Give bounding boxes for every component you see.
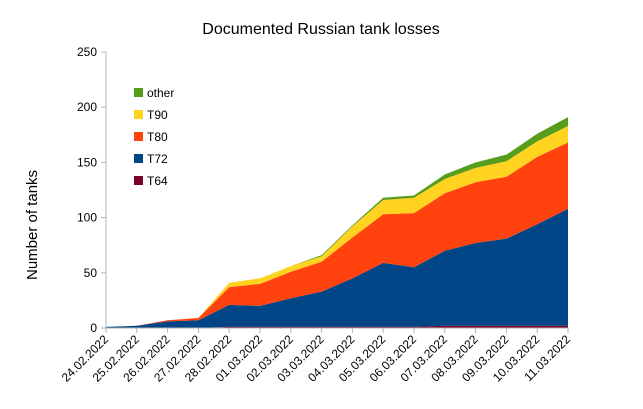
y-tick-label: 250	[77, 45, 97, 59]
x-axis-ticks: 24.02.202225.02.202226.02.202227.02.2022…	[59, 328, 573, 385]
y-tick-label: 200	[77, 100, 97, 114]
y-tick-label: 100	[77, 211, 97, 225]
chart-title: Documented Russian tank losses	[202, 21, 439, 38]
legend-swatch-t80	[134, 132, 143, 141]
legend-swatch-t72	[134, 154, 143, 163]
y-tick-label: 150	[77, 155, 97, 169]
area-t90	[106, 125, 568, 327]
y-axis-label: Number of tanks	[24, 170, 41, 280]
area-t64	[106, 325, 568, 328]
legend-swatch-t64	[134, 176, 143, 185]
y-tick-label: 0	[90, 321, 97, 335]
legend: other T90 T80 T72 T64	[134, 86, 174, 188]
legend-swatch-other	[134, 88, 143, 97]
legend-label-t90: T90	[147, 108, 168, 122]
area-t80	[106, 142, 568, 327]
stacked-areas	[106, 117, 568, 328]
legend-label-t80: T80	[147, 130, 168, 144]
area-t72	[106, 208, 568, 328]
y-tick-label: 50	[84, 266, 98, 280]
legend-label-t72: T72	[147, 152, 168, 166]
legend-swatch-t90	[134, 110, 143, 119]
legend-label-t64: T64	[147, 174, 168, 188]
legend-label-other: other	[147, 86, 174, 100]
y-axis-ticks: 0 50 100 150 200 250	[77, 45, 106, 335]
